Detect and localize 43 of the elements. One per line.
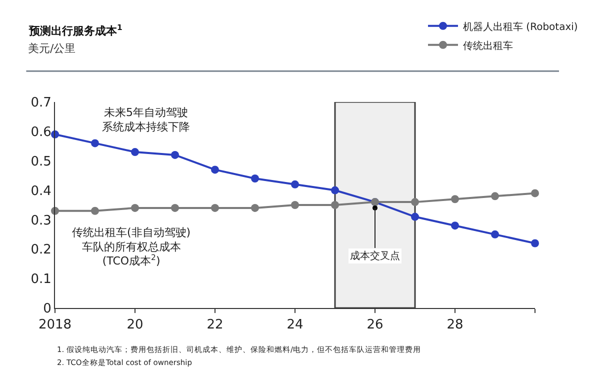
y-tick-label: 0.5 xyxy=(30,154,52,170)
point xyxy=(531,239,539,248)
point xyxy=(451,222,459,230)
point xyxy=(91,206,99,215)
point xyxy=(491,192,499,200)
point xyxy=(251,174,259,183)
point xyxy=(291,201,299,209)
y-tick-label: 0.6 xyxy=(30,124,52,140)
point xyxy=(171,204,179,212)
annotation: 传统出租车(非自动驾驶)车队的所有权总成本(TCO成本$^{2}$) xyxy=(72,226,191,268)
x-tick-label: 2018 xyxy=(38,318,72,333)
point xyxy=(411,198,419,206)
y-tick-label: 0.3 xyxy=(30,213,52,228)
point xyxy=(251,204,259,212)
y-tick-label: 0.7 xyxy=(30,96,52,111)
y-tick-label: 0 xyxy=(43,302,52,317)
point xyxy=(131,204,139,212)
point xyxy=(91,139,99,148)
point xyxy=(131,148,139,156)
annotation: 成本交叉点 xyxy=(350,250,400,262)
point xyxy=(491,230,499,238)
x-tick-label: 22 xyxy=(206,318,224,333)
chart-title: 预测出行服务成本$^{1}$ xyxy=(28,23,122,38)
point xyxy=(331,201,339,209)
x-tick-label: 26 xyxy=(366,318,384,333)
point xyxy=(291,180,299,188)
point xyxy=(171,150,179,159)
point xyxy=(531,189,539,198)
point xyxy=(211,204,219,212)
y-tick-label: 0.4 xyxy=(30,184,52,199)
x-tick-label: 20 xyxy=(126,318,144,333)
point xyxy=(331,186,339,194)
annotation: 未来5年自动驾驶系统成本持续下降 xyxy=(102,106,190,134)
point xyxy=(451,195,459,204)
x-tick-label: 28 xyxy=(446,318,464,333)
chart-subtitle: 美元/公里 xyxy=(28,42,76,55)
legend-label: 机器人出租车 (Robotaxi) xyxy=(463,20,578,33)
y-tick-label: 0.2 xyxy=(30,242,52,258)
y-tick-label: 0.1 xyxy=(30,272,52,288)
point xyxy=(211,166,219,174)
x-tick-label: 24 xyxy=(286,318,304,333)
legend-label: 传统出租车 xyxy=(463,40,513,52)
point xyxy=(411,212,419,221)
